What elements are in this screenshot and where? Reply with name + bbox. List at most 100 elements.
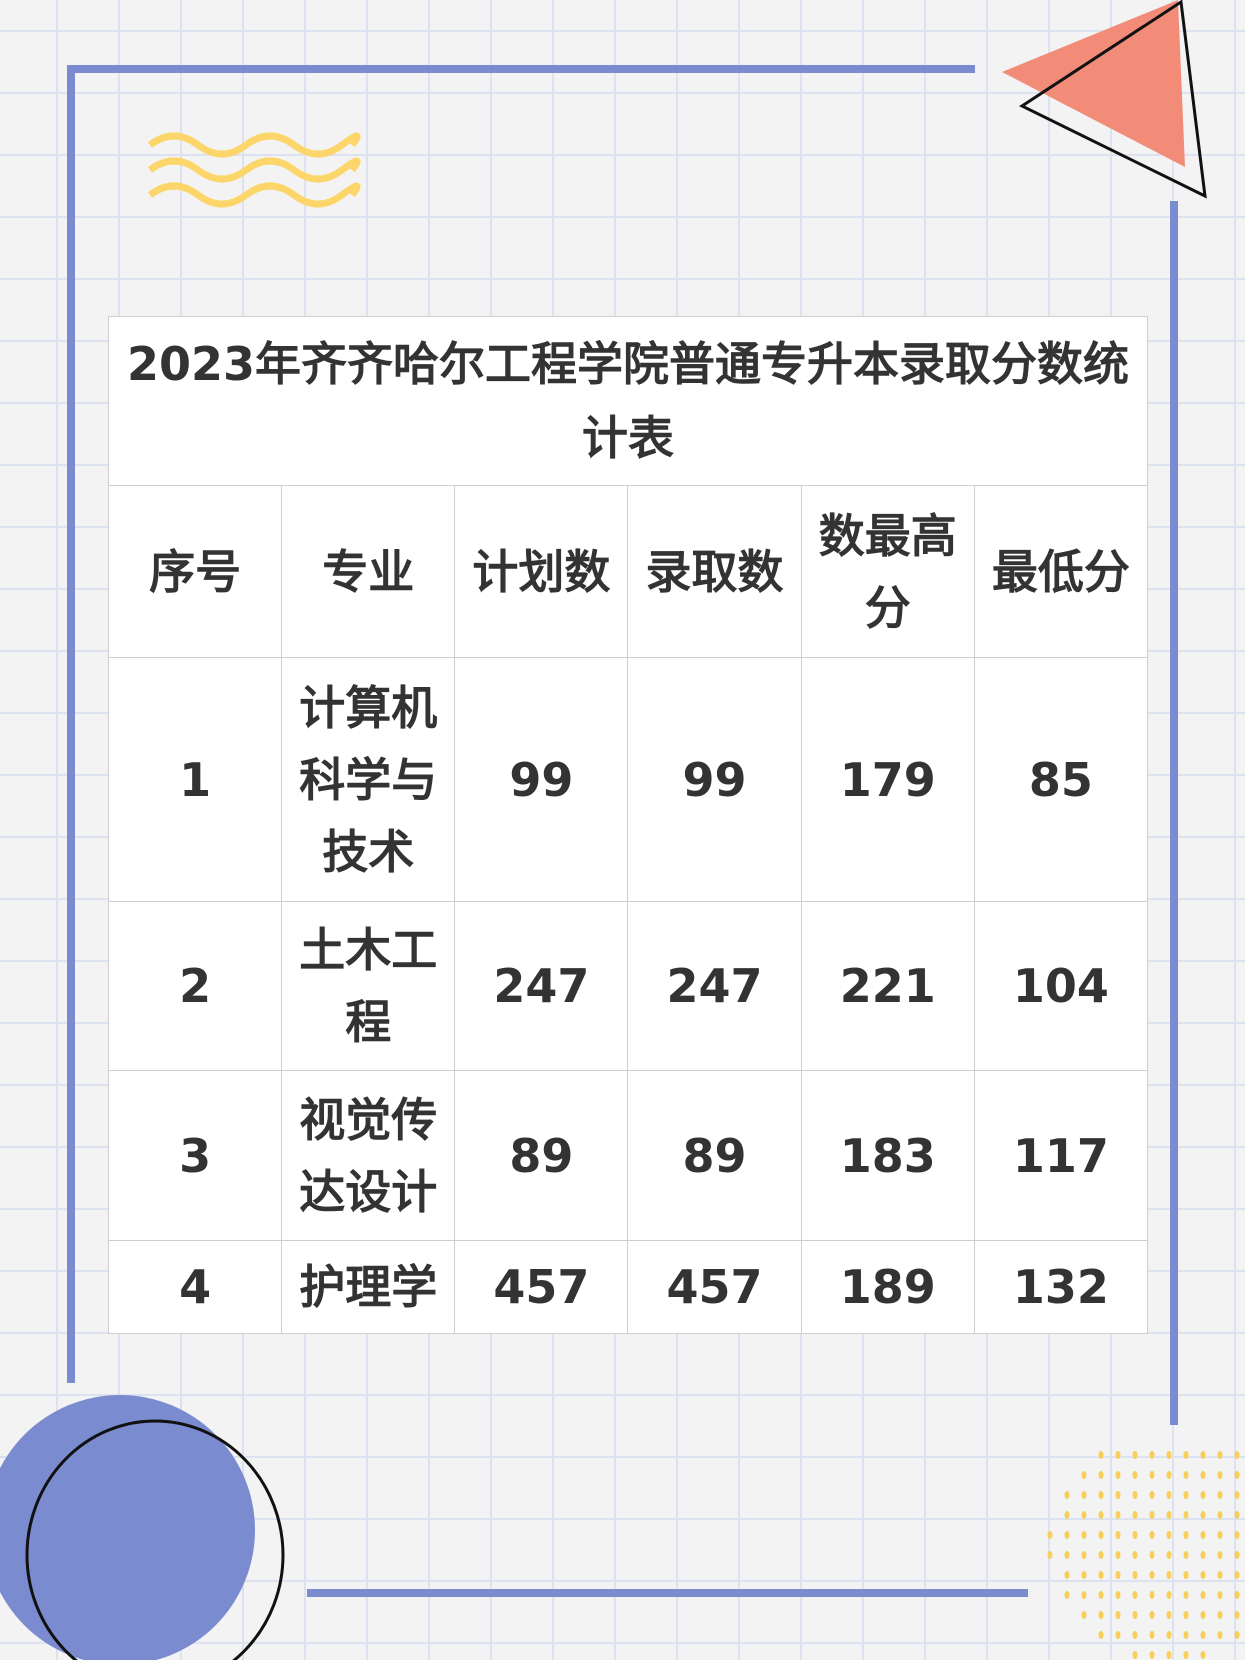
- dot: [1081, 1531, 1087, 1539]
- dot: [1064, 1591, 1070, 1599]
- cell: 457: [454, 1240, 629, 1334]
- dot: [1183, 1511, 1189, 1519]
- dot: [1098, 1611, 1104, 1619]
- header-row: 序号 专业 计划数 录取数 数最高分 最低分: [107, 485, 1149, 658]
- dot: [1047, 1551, 1053, 1559]
- header-cell: 最低分: [973, 485, 1149, 658]
- cell: 89: [454, 1070, 629, 1241]
- cell: 221: [800, 901, 975, 1071]
- cell: 117: [973, 1070, 1149, 1241]
- dot: [1166, 1531, 1172, 1539]
- cell: 视觉传达设计: [281, 1070, 456, 1241]
- frame-left-line: [67, 65, 75, 1383]
- dot: [1183, 1451, 1189, 1459]
- cell: 85: [973, 657, 1149, 902]
- dot: [1115, 1631, 1121, 1639]
- dot: [1132, 1651, 1138, 1659]
- header-cell: 数最高分: [800, 485, 975, 658]
- cell: 457: [627, 1240, 802, 1334]
- dot: [1149, 1451, 1155, 1459]
- dot: [1098, 1451, 1104, 1459]
- dot: [1234, 1511, 1240, 1519]
- dot: [1217, 1451, 1223, 1459]
- dot: [1166, 1611, 1172, 1619]
- dot: [1115, 1471, 1121, 1479]
- header-cell: 专业: [281, 485, 456, 658]
- dot: [1217, 1571, 1223, 1579]
- dot: [1217, 1511, 1223, 1519]
- dot: [1149, 1551, 1155, 1559]
- dot: [1132, 1491, 1138, 1499]
- dot: [1183, 1611, 1189, 1619]
- dot: [1200, 1631, 1206, 1639]
- dot: [1217, 1591, 1223, 1599]
- cell: 132: [973, 1240, 1149, 1334]
- cell: 99: [454, 657, 629, 902]
- dot: [1132, 1451, 1138, 1459]
- dot: [1098, 1491, 1104, 1499]
- dot: [1234, 1631, 1240, 1639]
- dot: [1132, 1631, 1138, 1639]
- dot: [1081, 1491, 1087, 1499]
- dot: [1098, 1471, 1104, 1479]
- dot: [1115, 1591, 1121, 1599]
- dot: [1064, 1491, 1070, 1499]
- cell: 土木工程: [281, 901, 456, 1071]
- header-cell: 序号: [107, 485, 283, 658]
- dot: [1098, 1631, 1104, 1639]
- waves-decoration: [147, 132, 361, 208]
- dot: [1081, 1571, 1087, 1579]
- dot: [1166, 1651, 1172, 1659]
- dot: [1149, 1651, 1155, 1659]
- dot: [1200, 1491, 1206, 1499]
- dot: [1183, 1471, 1189, 1479]
- dot: [1200, 1531, 1206, 1539]
- dot: [1166, 1491, 1172, 1499]
- outline-triangle: [1018, 0, 1207, 199]
- dot: [1166, 1511, 1172, 1519]
- cell: 1: [107, 657, 283, 902]
- dot: [1217, 1531, 1223, 1539]
- dot: [1115, 1571, 1121, 1579]
- dot: [1081, 1511, 1087, 1519]
- dot: [1217, 1471, 1223, 1479]
- dot: [1132, 1531, 1138, 1539]
- dot: [1200, 1611, 1206, 1619]
- cell: 183: [800, 1070, 975, 1241]
- dot: [1183, 1651, 1189, 1659]
- dot: [1200, 1551, 1206, 1559]
- cell: 104: [973, 901, 1149, 1071]
- table-title: 2023年齐齐哈尔工程学院普通专升本录取分数统计表: [108, 316, 1148, 486]
- cell: 99: [627, 657, 802, 902]
- table-row: 3 视觉传达设计 89 89 183 117: [107, 1070, 1149, 1241]
- dot: [1200, 1511, 1206, 1519]
- cell: 247: [627, 901, 802, 1071]
- dot: [1200, 1651, 1206, 1659]
- table-row: 1 计算机科学与技术 99 99 179 85: [107, 657, 1149, 902]
- cell: 247: [454, 901, 629, 1071]
- dot: [1234, 1471, 1240, 1479]
- dot: [1200, 1451, 1206, 1459]
- dot: [1234, 1531, 1240, 1539]
- header-cell: 录取数: [627, 485, 802, 658]
- dot: [1098, 1511, 1104, 1519]
- dot: [1115, 1451, 1121, 1459]
- dot: [1217, 1631, 1223, 1639]
- dot: [1166, 1471, 1172, 1479]
- dot: [1149, 1491, 1155, 1499]
- dot: [1234, 1591, 1240, 1599]
- dot: [1132, 1611, 1138, 1619]
- dot: [1183, 1571, 1189, 1579]
- dot: [1098, 1591, 1104, 1599]
- salmon-triangle: [1002, 0, 1185, 167]
- cell: 189: [800, 1240, 975, 1334]
- frame-bottom-line: [307, 1589, 1028, 1597]
- score-table: 2023年齐齐哈尔工程学院普通专升本录取分数统计表 序号 专业 计划数 录取数 …: [107, 316, 1149, 1334]
- dot: [1234, 1571, 1240, 1579]
- dot: [1183, 1491, 1189, 1499]
- title-row: 2023年齐齐哈尔工程学院普通专升本录取分数统计表: [108, 316, 1148, 486]
- dot: [1132, 1511, 1138, 1519]
- dot: [1098, 1571, 1104, 1579]
- dot: [1132, 1471, 1138, 1479]
